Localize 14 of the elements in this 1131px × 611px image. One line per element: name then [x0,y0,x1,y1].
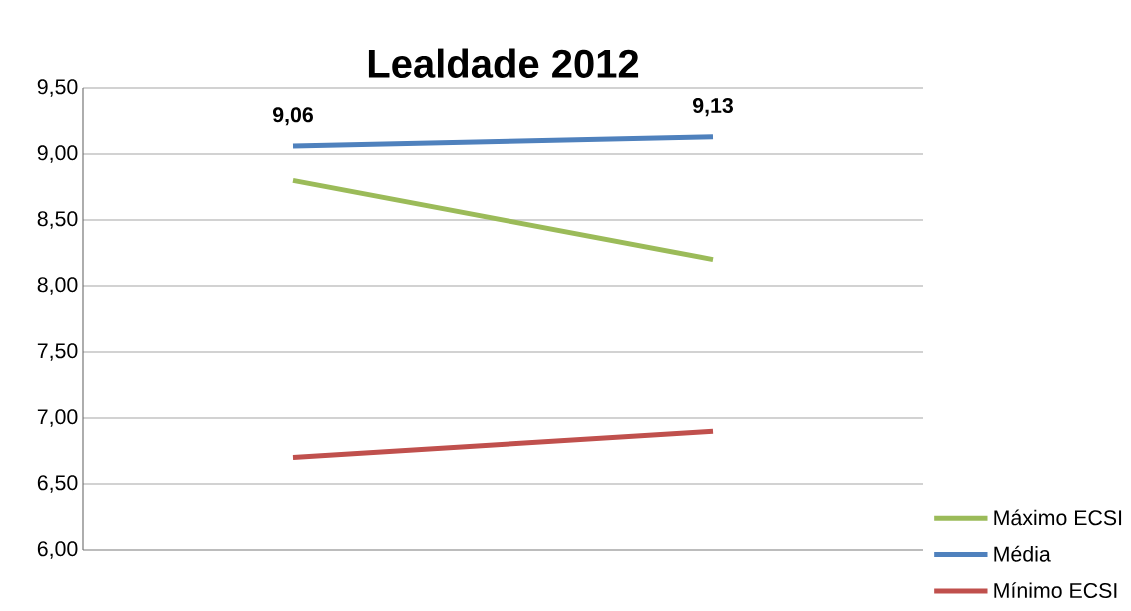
legend-label: Mínimo ECSI [994,582,1117,599]
chart-title: Lealdade 2012 [368,48,639,78]
data-label: 9,06 [272,107,313,126]
legend-label: Média [994,545,1051,562]
y-tick-label: 9,50 [37,79,78,97]
y-tick-label: 6,50 [37,475,78,493]
y-tick-label: 9,00 [37,145,78,163]
data-label: 9,13 [692,97,733,117]
y-tick-label: 8,50 [37,211,78,229]
y-tick-label: 8,00 [37,277,78,295]
legend-label: Máximo ECSI [994,509,1122,526]
y-tick-label: 7,00 [37,409,78,427]
y-tick-label: 6,00 [37,541,78,559]
y-tick-label: 7,50 [37,343,78,361]
